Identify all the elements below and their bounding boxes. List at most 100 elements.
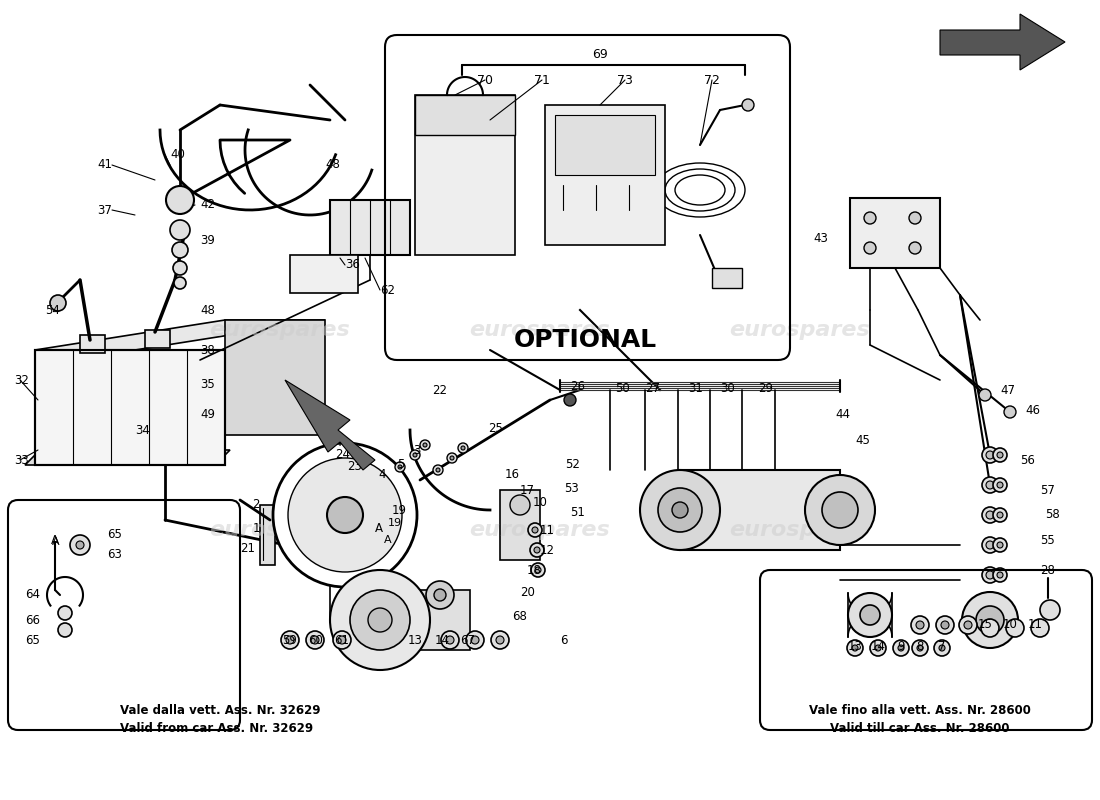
Text: 29: 29 bbox=[758, 382, 773, 394]
Text: 2: 2 bbox=[253, 498, 260, 511]
Text: Valid till car Ass. Nr. 28600: Valid till car Ass. Nr. 28600 bbox=[830, 722, 1010, 734]
Text: A: A bbox=[375, 522, 383, 534]
Bar bbox=[330, 200, 410, 255]
Text: 22: 22 bbox=[432, 383, 447, 397]
Circle shape bbox=[1006, 619, 1024, 637]
Text: eurospares: eurospares bbox=[729, 520, 870, 540]
Text: 43: 43 bbox=[813, 231, 828, 245]
Circle shape bbox=[446, 636, 454, 644]
Circle shape bbox=[909, 212, 921, 224]
Text: 42: 42 bbox=[200, 198, 214, 211]
Text: 46: 46 bbox=[1025, 403, 1040, 417]
Circle shape bbox=[412, 453, 417, 457]
Text: 13: 13 bbox=[408, 634, 422, 646]
Circle shape bbox=[424, 443, 427, 447]
Text: 70: 70 bbox=[477, 74, 493, 86]
Circle shape bbox=[174, 277, 186, 289]
Circle shape bbox=[672, 502, 688, 518]
Circle shape bbox=[564, 394, 576, 406]
Text: 57: 57 bbox=[1040, 483, 1055, 497]
Bar bbox=[712, 268, 743, 288]
Text: 31: 31 bbox=[688, 382, 703, 394]
Bar bbox=[415, 95, 515, 135]
Circle shape bbox=[166, 186, 194, 214]
Polygon shape bbox=[25, 450, 230, 465]
Text: 66: 66 bbox=[25, 614, 40, 626]
Circle shape bbox=[338, 636, 346, 644]
Circle shape bbox=[311, 636, 319, 644]
Circle shape bbox=[982, 567, 998, 583]
Text: 32: 32 bbox=[14, 374, 29, 386]
Text: 14: 14 bbox=[434, 634, 450, 646]
Text: 51: 51 bbox=[570, 506, 585, 518]
Circle shape bbox=[466, 631, 484, 649]
Bar bbox=[415, 590, 470, 650]
Circle shape bbox=[434, 589, 446, 601]
Text: 64: 64 bbox=[25, 589, 40, 602]
Text: 25: 25 bbox=[488, 422, 503, 434]
Circle shape bbox=[491, 631, 509, 649]
Circle shape bbox=[433, 465, 443, 475]
Text: 9: 9 bbox=[898, 641, 904, 654]
Circle shape bbox=[986, 451, 994, 459]
Text: 20: 20 bbox=[520, 586, 535, 598]
Circle shape bbox=[535, 567, 541, 573]
Circle shape bbox=[58, 623, 72, 637]
Text: 39: 39 bbox=[200, 234, 214, 246]
Polygon shape bbox=[940, 14, 1065, 70]
Circle shape bbox=[893, 640, 909, 656]
Text: OPTIONAL: OPTIONAL bbox=[514, 328, 657, 352]
Text: 53: 53 bbox=[564, 482, 579, 494]
Circle shape bbox=[436, 468, 440, 472]
Text: 5: 5 bbox=[397, 458, 405, 471]
Circle shape bbox=[976, 606, 1004, 634]
Text: 68: 68 bbox=[512, 610, 527, 622]
Circle shape bbox=[398, 465, 402, 469]
Bar bbox=[260, 505, 275, 565]
Circle shape bbox=[350, 590, 410, 650]
Text: 69: 69 bbox=[592, 49, 608, 62]
Bar bbox=[680, 470, 840, 550]
Circle shape bbox=[997, 572, 1003, 578]
Text: 19: 19 bbox=[388, 518, 403, 528]
Circle shape bbox=[852, 645, 858, 651]
Text: A: A bbox=[384, 535, 392, 545]
Text: 54: 54 bbox=[45, 303, 60, 317]
Circle shape bbox=[50, 295, 66, 311]
Circle shape bbox=[993, 448, 1007, 462]
Text: 36: 36 bbox=[345, 258, 360, 271]
Circle shape bbox=[993, 538, 1007, 552]
Circle shape bbox=[327, 497, 363, 533]
Text: 61: 61 bbox=[334, 634, 350, 646]
Circle shape bbox=[864, 212, 876, 224]
Text: 58: 58 bbox=[1045, 509, 1059, 522]
Circle shape bbox=[1031, 619, 1049, 637]
Text: 72: 72 bbox=[704, 74, 719, 86]
Circle shape bbox=[450, 456, 454, 460]
Circle shape bbox=[997, 512, 1003, 518]
Text: 4: 4 bbox=[378, 467, 385, 481]
Circle shape bbox=[496, 636, 504, 644]
Text: eurospares: eurospares bbox=[470, 320, 610, 340]
Text: 48: 48 bbox=[326, 158, 340, 171]
Circle shape bbox=[306, 631, 324, 649]
Text: 10: 10 bbox=[534, 497, 548, 510]
Text: 40: 40 bbox=[170, 149, 185, 162]
Circle shape bbox=[940, 621, 949, 629]
Bar bbox=[80, 335, 104, 353]
Circle shape bbox=[170, 220, 190, 240]
Text: eurospares: eurospares bbox=[729, 320, 870, 340]
Circle shape bbox=[982, 447, 998, 463]
Text: A: A bbox=[52, 537, 59, 547]
Circle shape bbox=[172, 242, 188, 258]
Circle shape bbox=[964, 621, 972, 629]
Circle shape bbox=[333, 631, 351, 649]
Bar bbox=[290, 255, 358, 293]
Circle shape bbox=[288, 458, 402, 572]
Text: 59: 59 bbox=[283, 634, 297, 646]
Circle shape bbox=[531, 563, 544, 577]
Circle shape bbox=[1004, 406, 1016, 418]
Circle shape bbox=[173, 261, 187, 275]
Circle shape bbox=[916, 621, 924, 629]
Text: 19: 19 bbox=[392, 503, 407, 517]
